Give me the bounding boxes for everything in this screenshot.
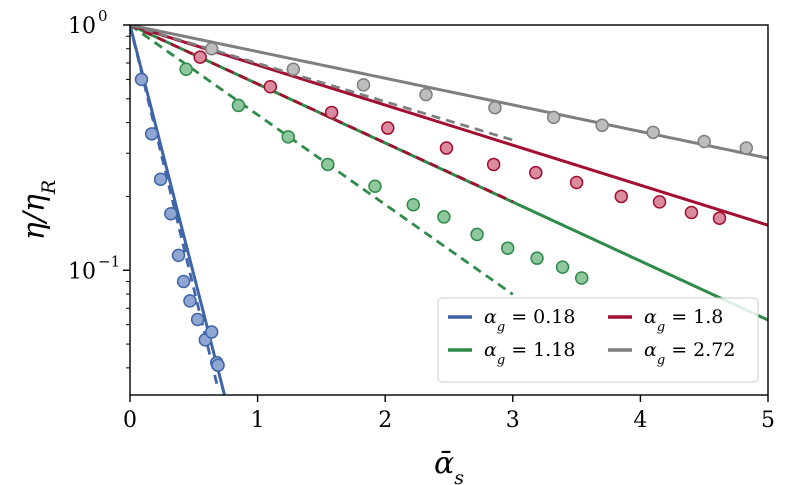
series-0-dashed-line	[130, 25, 220, 390]
series-1-point	[500, 241, 515, 255]
series-2-point	[486, 157, 501, 172]
series-1-point	[231, 98, 246, 113]
legend-label: αg = 0.18	[484, 306, 575, 335]
y-tick-exponent: 0	[98, 7, 108, 25]
series-0-point	[211, 358, 225, 372]
series-1-point	[470, 227, 484, 242]
series-2-solid-line	[130, 25, 768, 227]
points-layer	[134, 42, 754, 372]
series-0-point	[144, 127, 159, 141]
series-3-point	[546, 110, 561, 125]
series-2-point	[263, 80, 278, 94]
x-tick-label: 0	[123, 408, 137, 433]
series-1-point	[179, 62, 193, 77]
series-0-point	[176, 274, 191, 289]
series-1-point	[530, 251, 544, 265]
series-2-point	[324, 105, 339, 120]
series-2-point	[652, 195, 667, 209]
y-axis-label: η/ηR	[17, 180, 60, 240]
series-0-point	[164, 206, 178, 221]
series-3-point	[595, 118, 609, 133]
legend: αg = 0.18 αg = 1.18 αg = 1.8 αg = 2.72	[437, 297, 759, 383]
series-2-point	[529, 165, 543, 180]
series-0-point	[190, 312, 205, 327]
series-2-point	[684, 205, 699, 220]
series-0-point	[153, 172, 168, 186]
series-0-point	[183, 294, 197, 308]
series-3-point	[739, 141, 754, 155]
series-3-point	[286, 62, 301, 77]
series-3-point	[646, 125, 660, 140]
y-tick-label: 10	[68, 259, 96, 284]
series-1-point	[321, 157, 335, 172]
series-1-point	[368, 179, 382, 194]
series-2-point	[381, 121, 395, 135]
series-3-point	[488, 100, 502, 115]
series-3-solid-line	[130, 25, 768, 160]
series-3-point	[356, 78, 371, 92]
legend-label: αg = 1.18	[484, 339, 575, 368]
series-2-dashed-line	[130, 25, 514, 203]
series-0-point	[204, 325, 219, 339]
series-2-point	[569, 175, 584, 190]
series-1-point	[281, 130, 295, 144]
series-3-point	[204, 42, 219, 56]
x-tick-label: 3	[506, 408, 520, 433]
series-1-point	[437, 210, 451, 224]
series-2-point	[439, 141, 454, 155]
x-tick-label: 5	[761, 408, 775, 433]
curves-layer	[130, 25, 768, 395]
plot-frame	[129, 24, 769, 396]
x-tick-label: 4	[633, 408, 647, 433]
x-tick-label: 2	[378, 408, 392, 433]
series-1-point	[574, 271, 589, 285]
legend-box	[437, 297, 759, 383]
series-2-point	[614, 189, 629, 204]
series-2-point	[712, 211, 727, 225]
x-tick-label: 1	[251, 408, 265, 433]
series-3-point	[697, 134, 711, 149]
legend-label: αg = 2.72	[644, 339, 735, 368]
legend-label: αg = 1.8	[644, 306, 723, 335]
y-tick-exponent: −1	[98, 252, 120, 270]
series-2-point	[193, 50, 207, 64]
series-1-dashed-line	[130, 25, 514, 296]
series-3-point	[419, 87, 433, 102]
y-tick-label: 10	[68, 14, 96, 39]
series-1-point	[406, 197, 421, 212]
series-0-point	[171, 248, 186, 263]
series-3-dashed-line	[130, 25, 514, 142]
series-1-point	[555, 260, 570, 274]
series-0-point	[134, 72, 149, 87]
x-axis-label: ᾱs	[434, 446, 464, 485]
